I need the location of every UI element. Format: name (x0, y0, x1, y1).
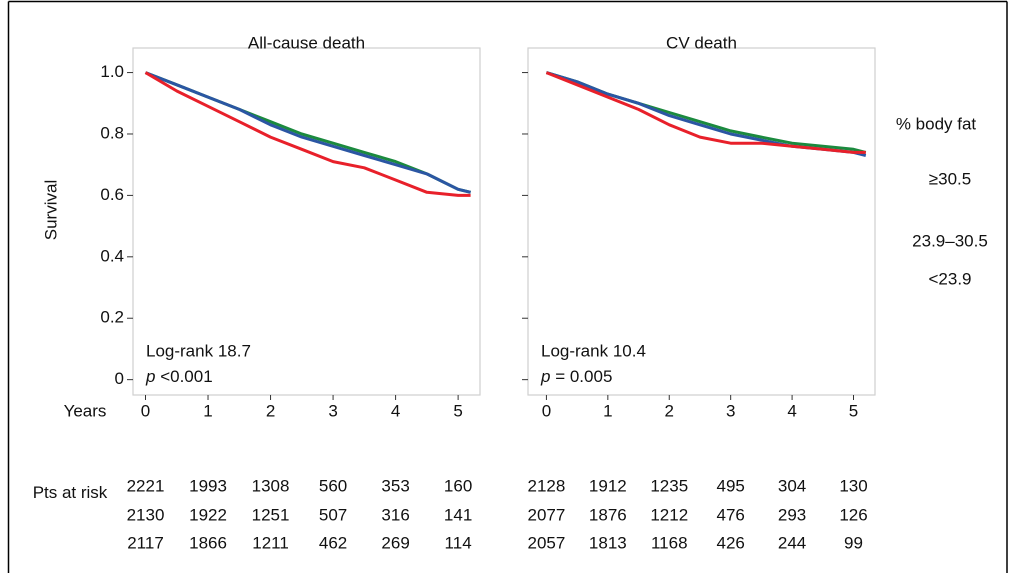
at-risk-count: 160 (444, 476, 472, 495)
x-tick-label: 5 (849, 401, 858, 420)
at-risk-count: 99 (844, 533, 863, 552)
at-risk-count: 1993 (189, 476, 227, 495)
x-tick-label: 0 (542, 401, 551, 420)
p-value-text: = 0.005 (555, 367, 612, 386)
p-value: p <0.001 (145, 367, 213, 386)
chart-title: All-cause death (248, 33, 365, 52)
at-risk-count: 2077 (528, 505, 566, 524)
legend-entry: ≥30.5 (929, 169, 971, 188)
p-value-text: <0.001 (160, 367, 212, 386)
survival-curve (144, 71, 471, 194)
at-risk-count: 316 (381, 505, 409, 524)
p-value: p = 0.005 (540, 367, 612, 386)
x-tick-label: 4 (787, 401, 796, 420)
at-risk-count: 1922 (189, 505, 227, 524)
at-risk-count: 114 (445, 533, 472, 552)
x-tick-label: 5 (453, 401, 462, 420)
chart-title: CV death (666, 33, 737, 52)
at-risk-count: 141 (444, 505, 472, 524)
x-tick-label: 0 (141, 401, 150, 420)
survival-curve (545, 71, 866, 154)
at-risk-count: 1813 (589, 533, 627, 552)
at-risk-count: 426 (716, 533, 744, 552)
annotation: Log-rank 10.4 (541, 341, 646, 360)
x-tick-label: 1 (603, 401, 612, 420)
at-risk-count: 1876 (589, 505, 627, 524)
at-risk-count: 244 (778, 533, 806, 552)
x-tick-label: 3 (726, 401, 735, 420)
at-risk-count: 1168 (651, 533, 688, 552)
at-risk-count: 1308 (252, 476, 290, 495)
x-tick-label: 2 (665, 401, 674, 420)
y-tick-label: 0.8 (100, 123, 124, 142)
at-risk-count: 2117 (127, 533, 164, 552)
annotation: Log-rank 18.7 (146, 341, 251, 360)
risk-label: Pts at risk (32, 483, 108, 502)
legend-title: % body fat (896, 114, 977, 133)
x-tick-label: 3 (328, 401, 337, 420)
y-tick-label: 0.4 (100, 246, 124, 265)
at-risk-count: 1212 (650, 505, 688, 524)
p-symbol: p (540, 367, 550, 386)
x-tick-label: 4 (391, 401, 400, 420)
y-tick-label: 0.6 (100, 185, 124, 204)
at-risk-count: 1211 (252, 533, 289, 552)
at-risk-count: 2130 (127, 505, 165, 524)
at-risk-count: 2128 (528, 476, 566, 495)
x-tick-label: 1 (203, 401, 212, 420)
plot-area (527, 47, 876, 396)
p-symbol: p (145, 367, 155, 386)
at-risk-count: 495 (716, 476, 744, 495)
at-risk-count: 353 (381, 476, 409, 495)
at-risk-count: 2057 (528, 533, 566, 552)
at-risk-count: 1866 (189, 533, 227, 552)
at-risk-count: 560 (319, 476, 347, 495)
at-risk-count: 130 (839, 476, 867, 495)
at-risk-count: 1235 (650, 476, 688, 495)
y-tick-label: 1.0 (100, 62, 124, 81)
survival-curve (144, 71, 471, 197)
y-tick-label: 0.2 (100, 308, 124, 327)
at-risk-count: 507 (319, 505, 347, 524)
at-risk-count: 2221 (127, 476, 165, 495)
at-risk-count: 126 (839, 505, 867, 524)
legend-entry: <23.9 (928, 269, 971, 288)
at-risk-count: 269 (381, 533, 409, 552)
at-risk-count: 293 (778, 505, 806, 524)
at-risk-count: 1912 (589, 476, 627, 495)
at-risk-count: 304 (778, 476, 806, 495)
at-risk-count: 462 (319, 533, 347, 552)
at-risk-count: 476 (716, 505, 744, 524)
y-label: Survival (41, 180, 60, 240)
y-tick-label: 0 (115, 369, 124, 388)
x-tick-label: 2 (266, 401, 275, 420)
x-label: Years (64, 401, 107, 420)
legend-entry: 23.9–30.5 (912, 231, 988, 250)
plot-area (132, 47, 481, 396)
at-risk-count: 1251 (252, 505, 290, 524)
